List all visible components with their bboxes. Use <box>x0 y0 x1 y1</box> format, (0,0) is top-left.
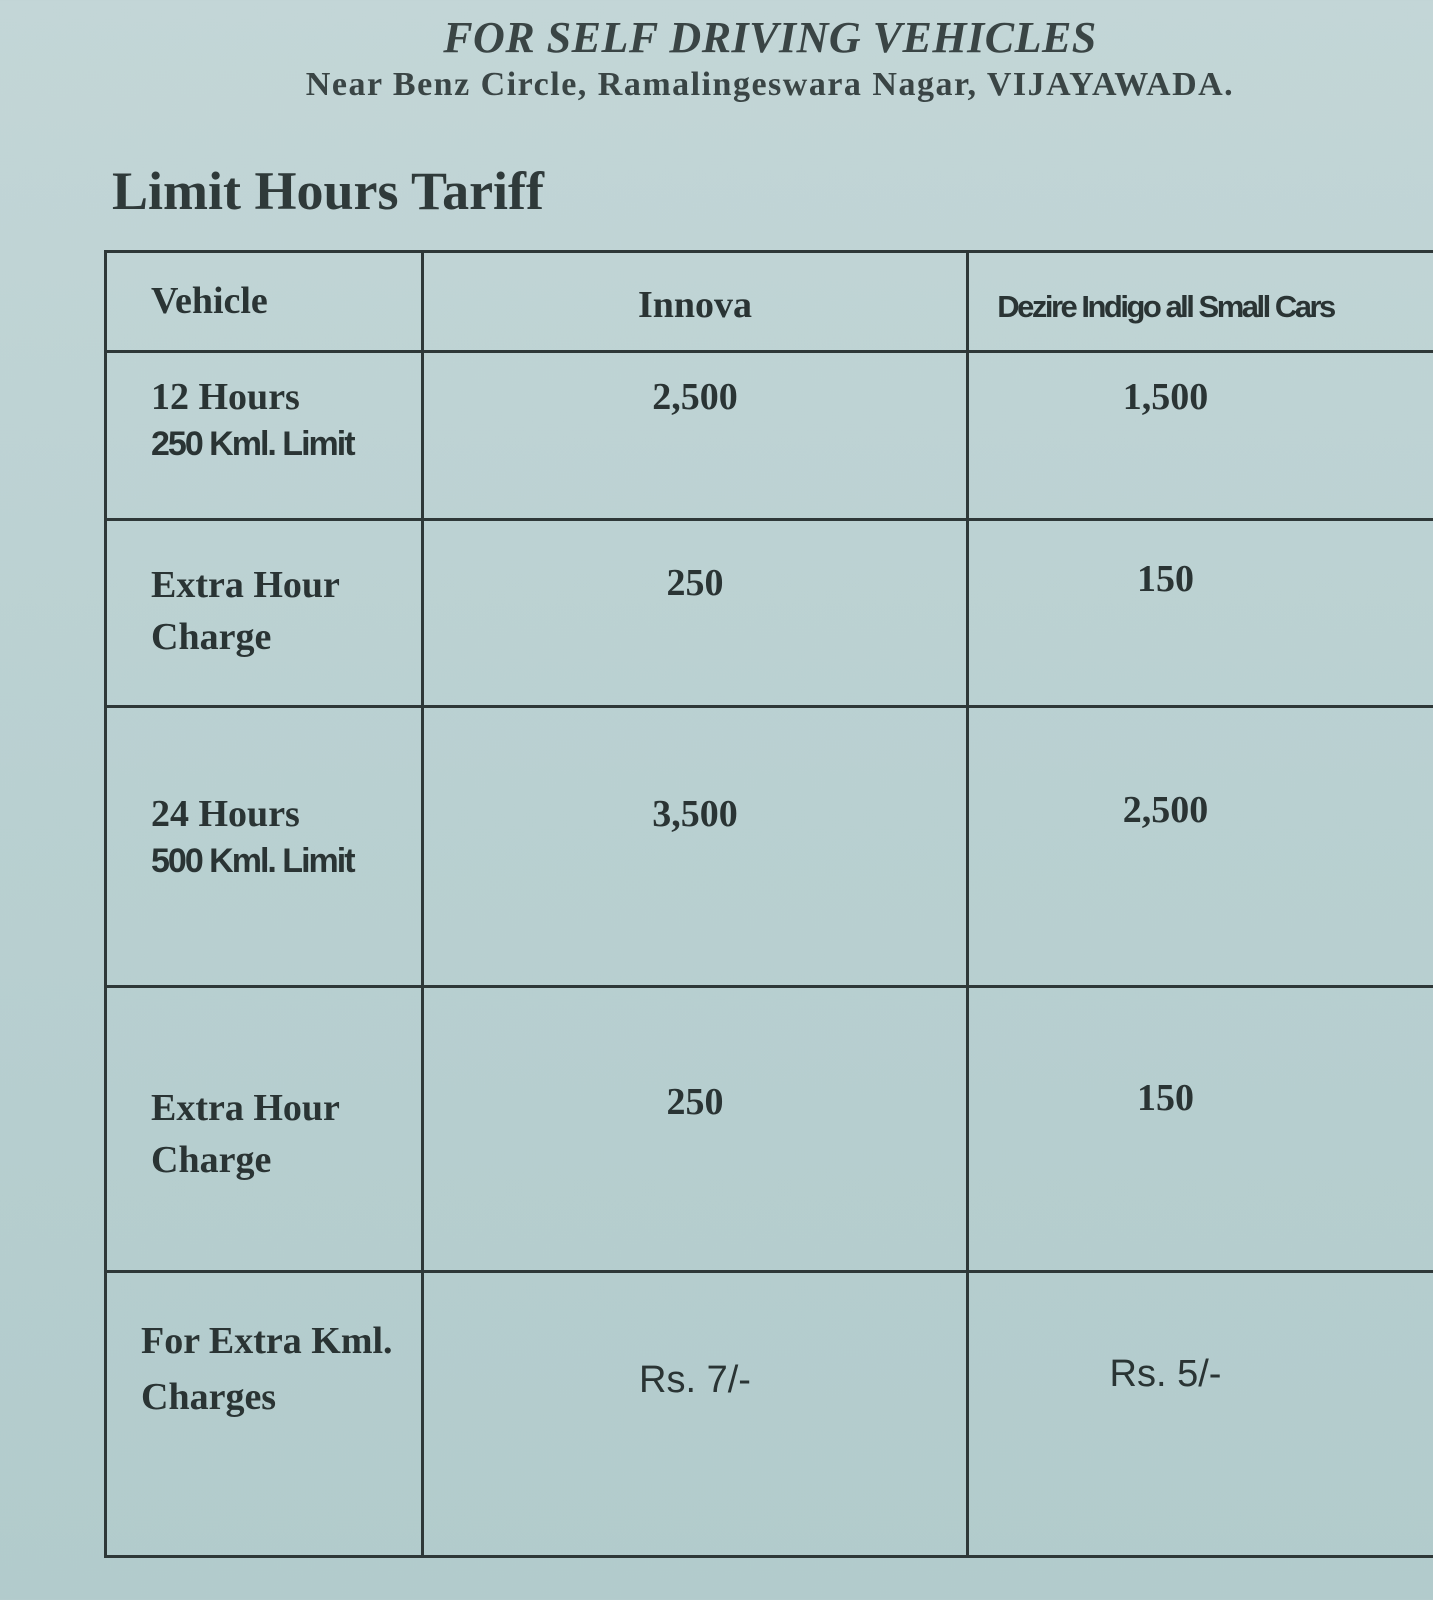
row-label: Extra Hour Charge <box>104 518 424 708</box>
table-row: Extra Hour Charge 250 150 <box>104 985 1433 1273</box>
row-label: 12 Hours <box>151 376 300 418</box>
small-cars-value: 2,500 <box>966 705 1433 988</box>
small-cars-value: 1,500 <box>966 350 1433 521</box>
innova-value: Rs. 7/- <box>421 1270 969 1558</box>
table-row: Extra Hour Charge 250 150 <box>104 518 1433 708</box>
small-cars-value: 150 <box>966 518 1433 708</box>
tariff-table: Vehicle Innova Dezire Indigo all Small C… <box>104 250 1433 1558</box>
row-label: 24 Hours <box>151 793 300 835</box>
table-row: For Extra Kml. Charges Rs. 7/- Rs. 5/- <box>104 1270 1433 1558</box>
table-header-row: Vehicle Innova Dezire Indigo all Small C… <box>104 250 1433 353</box>
address-line: Near Benz Circle, Ramalingeswara Nagar, … <box>305 66 1235 103</box>
table-row: 12 Hours 250 Kml. Limit 2,500 1,500 <box>104 350 1433 521</box>
header-innova: Innova <box>421 250 969 353</box>
innova-value: 250 <box>421 985 969 1273</box>
innova-value: 2,500 <box>421 350 969 521</box>
row-sublabel: 500 Kml. Limit <box>151 842 356 880</box>
tariff-title: Limit Hours Tariff <box>112 161 545 221</box>
table-row: 24 Hours 500 Kml. Limit 3,500 2,500 <box>104 705 1433 988</box>
innova-value: 3,500 <box>421 705 969 988</box>
row-sublabel: 250 Kml. Limit <box>151 425 356 463</box>
row-label: Extra Hour Charge <box>104 985 424 1273</box>
document-heading: FOR SELF DRIVING VEHICLES <box>443 13 1097 62</box>
header-vehicle: Vehicle <box>104 250 424 353</box>
innova-value: 250 <box>421 518 969 708</box>
small-cars-value: 150 <box>966 985 1433 1273</box>
header-small-cars: Dezire Indigo all Small Cars <box>997 289 1336 324</box>
row-label: For Extra Kml. Charges <box>104 1270 424 1558</box>
small-cars-value: Rs. 5/- <box>966 1270 1433 1558</box>
